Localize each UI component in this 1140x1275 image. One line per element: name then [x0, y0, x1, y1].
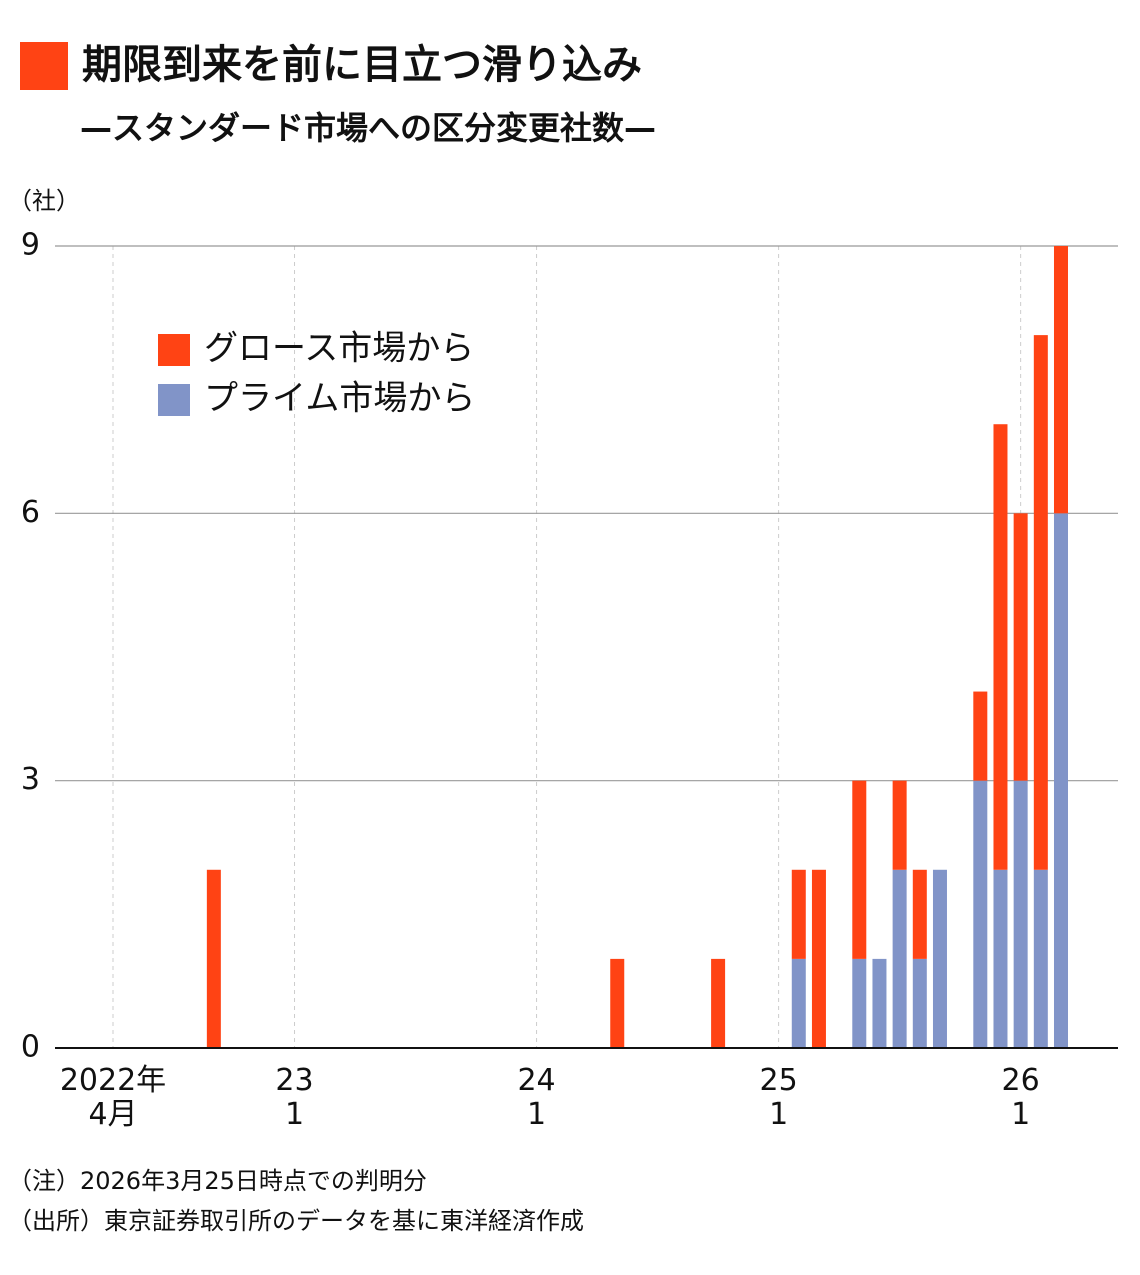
- bar: [932, 869, 947, 1048]
- bar: [912, 869, 927, 959]
- y-tick-label: 6: [21, 495, 40, 530]
- chart-subtitle: —スタンダード市場への区分変更社数—: [80, 109, 656, 147]
- bar: [852, 780, 867, 959]
- bar: [1053, 246, 1068, 514]
- y-tick-label: 3: [21, 762, 40, 797]
- bar: [1033, 335, 1048, 870]
- legend-label: グロース市場から: [204, 329, 474, 369]
- bar: [1033, 869, 1048, 1048]
- bar: [892, 869, 907, 1048]
- y-tick-label: 0: [21, 1030, 40, 1065]
- bar: [811, 869, 826, 1048]
- bar: [610, 958, 625, 1048]
- bar: [912, 958, 927, 1048]
- x-tick-label: 26 1: [1001, 1063, 1040, 1132]
- x-tick-label: 23 1: [275, 1063, 314, 1132]
- bar: [973, 691, 988, 781]
- bar: [1013, 513, 1028, 781]
- title-marker: [20, 42, 68, 90]
- bar: [206, 869, 221, 1048]
- bar: [993, 424, 1008, 870]
- x-tick-label: 25 1: [759, 1063, 798, 1132]
- bar: [973, 780, 988, 1048]
- legend-swatch: [158, 384, 190, 416]
- y-axis-label: （社）: [8, 187, 80, 215]
- chart-title: 期限到来を前に目立つ滑り込み: [82, 42, 642, 88]
- note: （出所）東京証券取引所のデータを基に東洋経済作成: [8, 1207, 584, 1235]
- bar: [791, 958, 806, 1048]
- x-tick-label: 2022年 4月: [59, 1063, 167, 1132]
- bar: [892, 780, 907, 870]
- bar: [711, 958, 726, 1048]
- x-tick-label: 24 1: [517, 1063, 556, 1132]
- legend-label: プライム市場から: [204, 379, 475, 419]
- note: （注）2026年3月25日時点での判明分: [8, 1167, 427, 1195]
- bar: [852, 958, 867, 1048]
- bar: [791, 869, 806, 959]
- bar: [993, 869, 1008, 1048]
- bar: [1053, 513, 1068, 1048]
- legend-swatch: [158, 334, 190, 366]
- bar: [872, 958, 887, 1048]
- bar: [1013, 780, 1028, 1048]
- y-tick-label: 9: [21, 228, 40, 263]
